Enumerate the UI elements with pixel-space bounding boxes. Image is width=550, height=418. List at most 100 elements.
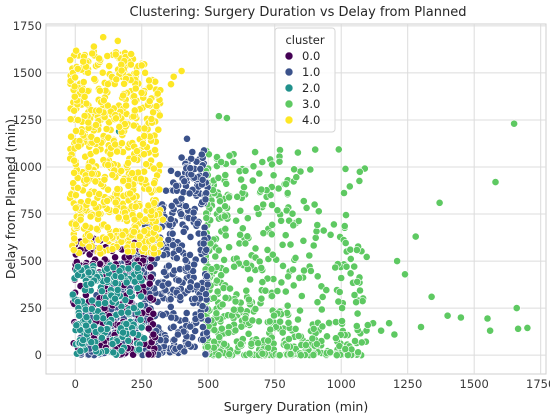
point-cluster-3-0 (232, 216, 240, 225)
point-cluster-4-0 (111, 140, 119, 149)
point-cluster-3-0 (202, 214, 211, 222)
point-cluster-1-0 (187, 154, 196, 163)
point-cluster-3-0 (266, 325, 275, 334)
point-cluster-3-0 (329, 220, 338, 229)
point-cluster-4-0 (144, 185, 153, 194)
point-cluster-1-0 (173, 170, 182, 178)
point-cluster-1-0 (190, 294, 199, 303)
point-cluster-1-0 (183, 134, 191, 143)
point-cluster-3-0 (215, 205, 224, 214)
point-cluster-4-0 (95, 190, 103, 198)
point-cluster-2-0 (121, 296, 130, 304)
point-cluster-3-0 (332, 351, 341, 360)
point-cluster-1-0 (158, 311, 167, 319)
point-cluster-3-0 (225, 243, 233, 252)
point-cluster-3-0 (289, 281, 298, 290)
point-cluster-0-0 (149, 309, 158, 318)
point-cluster-3-0 (291, 253, 300, 262)
point-cluster-4-0 (111, 198, 120, 207)
point-cluster-3-0 (289, 265, 297, 274)
x-tick-label: 1000 (327, 377, 356, 391)
x-tick-label: 0 (72, 377, 79, 391)
point-cluster-3-0 (355, 176, 364, 185)
point-cluster-3-0 (257, 185, 266, 194)
point-cluster-3-0 (276, 146, 284, 154)
point-cluster-3-0 (243, 214, 252, 223)
point-cluster-3-0 (312, 340, 321, 348)
point-cluster-3-0 (214, 173, 223, 182)
point-cluster-3-0 (352, 246, 361, 254)
point-cluster-3-0 (237, 322, 246, 331)
point-cluster-3-0 (323, 332, 331, 341)
point-cluster-0-0 (146, 263, 155, 272)
point-cluster-3-0 (340, 189, 348, 197)
point-cluster-1-0 (164, 235, 173, 244)
point-cluster-4-0 (112, 75, 121, 84)
point-cluster-1-0 (186, 164, 195, 173)
point-cluster-3-0 (214, 112, 223, 121)
point-cluster-3-0 (305, 251, 314, 260)
point-cluster-4-0 (154, 125, 163, 134)
point-cluster-3-0 (338, 317, 346, 325)
point-cluster-4-0 (115, 123, 124, 131)
point-cluster-2-0 (137, 323, 146, 332)
point-cluster-3-0 (217, 271, 225, 280)
point-cluster-4-0 (124, 181, 133, 190)
point-cluster-0-0 (146, 293, 155, 302)
point-cluster-4-0 (92, 224, 101, 233)
point-cluster-1-0 (167, 166, 175, 175)
point-cluster-3-0 (427, 292, 436, 301)
point-cluster-3-0 (299, 197, 308, 205)
legend-label: 2.0 (302, 81, 320, 95)
point-cluster-3-0 (241, 239, 250, 248)
point-cluster-3-0 (296, 351, 305, 360)
point-cluster-3-0 (243, 232, 252, 241)
point-cluster-1-0 (186, 283, 194, 292)
point-cluster-3-0 (352, 322, 361, 330)
point-cluster-3-0 (231, 326, 240, 335)
point-cluster-2-0 (68, 290, 77, 299)
point-cluster-3-0 (231, 297, 240, 306)
point-cluster-3-0 (358, 297, 367, 305)
point-cluster-4-0 (150, 198, 159, 207)
point-cluster-4-0 (86, 212, 95, 221)
point-cluster-3-0 (259, 200, 268, 209)
chart-title: Clustering: Surgery Duration vs Delay fr… (130, 5, 467, 20)
point-cluster-1-0 (183, 263, 192, 272)
point-cluster-4-0 (103, 101, 112, 110)
point-cluster-3-0 (340, 222, 349, 230)
tick-label-layer: 0 250 500 750 1000 1250 1500 1750 0 250 500 750 1000… (13, 19, 550, 391)
point-cluster-3-0 (237, 175, 245, 184)
point-cluster-4-0 (153, 89, 162, 98)
point-cluster-4-0 (95, 54, 103, 63)
point-cluster-2-0 (133, 264, 142, 272)
point-cluster-3-0 (319, 226, 328, 235)
point-cluster-1-0 (172, 181, 181, 190)
point-cluster-4-0 (122, 213, 131, 222)
point-cluster-3-0 (269, 171, 278, 180)
point-cluster-0-0 (144, 324, 153, 333)
point-cluster-2-0 (136, 301, 145, 310)
point-cluster-4-0 (72, 126, 80, 135)
point-cluster-3-0 (314, 207, 323, 216)
point-cluster-3-0 (284, 272, 292, 281)
point-cluster-3-0 (241, 166, 250, 175)
point-layer (66, 33, 532, 360)
point-cluster-3-0 (401, 270, 409, 279)
point-cluster-2-0 (84, 268, 93, 277)
point-cluster-3-0 (283, 342, 292, 351)
y-tick-label: 1750 (13, 19, 42, 33)
point-cluster-3-0 (311, 233, 320, 242)
point-cluster-3-0 (225, 350, 234, 359)
point-cluster-4-0 (148, 235, 157, 244)
point-cluster-4-0 (111, 50, 120, 59)
point-cluster-2-0 (75, 311, 84, 320)
point-cluster-4-0 (85, 242, 94, 251)
point-cluster-3-0 (277, 216, 285, 225)
point-cluster-2-0 (82, 313, 91, 322)
point-cluster-4-0 (72, 46, 80, 55)
point-cluster-4-0 (140, 131, 149, 140)
point-cluster-1-0 (179, 227, 188, 236)
point-cluster-1-0 (173, 330, 182, 339)
